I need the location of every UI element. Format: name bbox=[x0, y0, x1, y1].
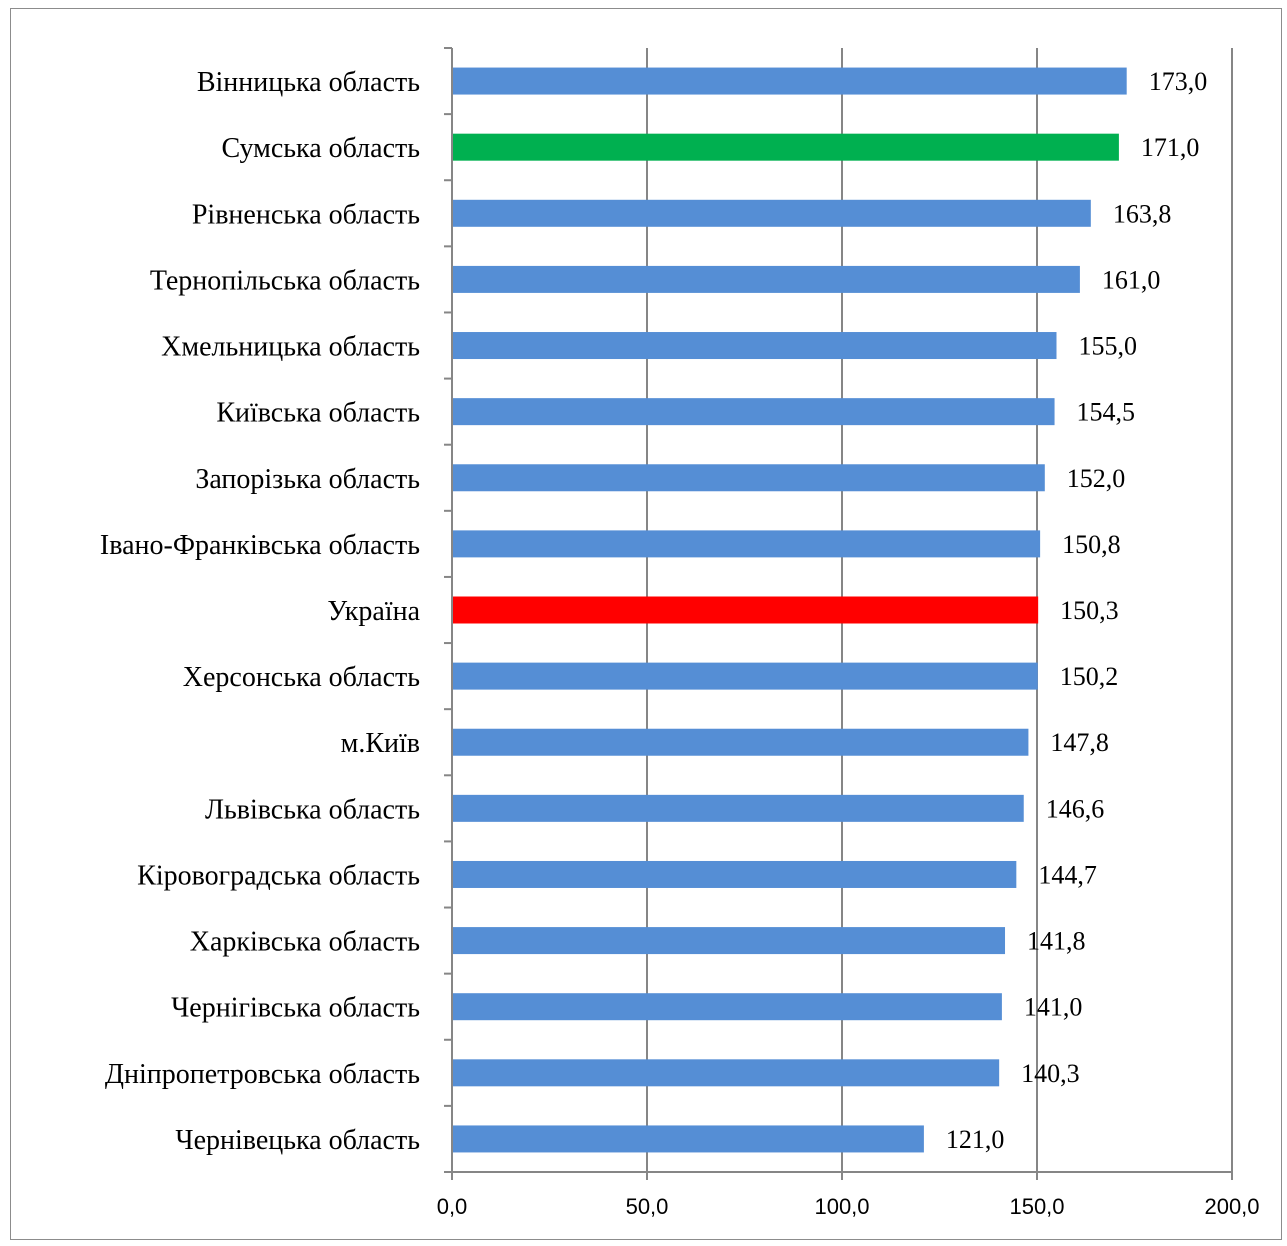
category-label: Рівненська область bbox=[192, 199, 420, 230]
bar bbox=[452, 332, 1057, 360]
category-label: Херсонська область bbox=[183, 662, 420, 693]
bar bbox=[452, 133, 1119, 161]
bar bbox=[452, 1059, 1000, 1087]
category-label: Вінницька область bbox=[197, 67, 420, 98]
value-label: 161,0 bbox=[1102, 265, 1161, 294]
category-label: Кіровоградська область bbox=[137, 860, 420, 891]
x-tick-label: 0,0 bbox=[437, 1194, 468, 1219]
bars bbox=[452, 67, 1127, 1153]
category-label: Сумська область bbox=[221, 133, 420, 164]
category-label: Чернівецька область bbox=[175, 1125, 420, 1156]
x-tick-label: 50,0 bbox=[626, 1194, 669, 1219]
value-label: 150,2 bbox=[1060, 662, 1119, 691]
category-label: Запорізька область bbox=[195, 464, 420, 495]
category-label: Чернігівська область bbox=[171, 993, 420, 1024]
bar bbox=[452, 596, 1039, 624]
x-tick-label: 100,0 bbox=[814, 1194, 869, 1219]
category-label: Україна bbox=[327, 596, 420, 627]
value-label: 150,3 bbox=[1060, 596, 1119, 625]
bar bbox=[452, 993, 1002, 1021]
value-label: 163,8 bbox=[1113, 199, 1172, 228]
category-label: Львівська область bbox=[205, 794, 420, 825]
bar bbox=[452, 794, 1024, 822]
value-label: 141,0 bbox=[1024, 993, 1083, 1022]
value-label: 152,0 bbox=[1067, 464, 1126, 493]
axes bbox=[444, 47, 1233, 1180]
category-label: Тернопільська область bbox=[150, 265, 420, 296]
value-label: 155,0 bbox=[1079, 332, 1138, 361]
bar bbox=[452, 398, 1055, 426]
bar bbox=[452, 728, 1029, 756]
value-label: 144,7 bbox=[1038, 860, 1097, 889]
value-label: 150,8 bbox=[1062, 530, 1121, 559]
bar bbox=[452, 662, 1038, 690]
bar bbox=[452, 860, 1017, 888]
value-label: 121,0 bbox=[946, 1125, 1005, 1154]
bar bbox=[452, 199, 1091, 227]
bar bbox=[452, 67, 1127, 95]
category-label: Київська область bbox=[216, 398, 420, 429]
category-label: Дніпропетровська область bbox=[105, 1059, 420, 1090]
x-tick-label: 150,0 bbox=[1009, 1194, 1064, 1219]
bar bbox=[452, 265, 1080, 293]
category-label: м.Київ bbox=[341, 728, 420, 759]
value-label: 141,8 bbox=[1027, 927, 1086, 956]
value-label: 154,5 bbox=[1077, 398, 1136, 427]
value-label: 146,6 bbox=[1046, 794, 1105, 823]
value-label: 147,8 bbox=[1050, 728, 1109, 757]
value-label: 173,0 bbox=[1149, 67, 1208, 96]
value-label: 171,0 bbox=[1141, 133, 1200, 162]
x-tick-label: 200,0 bbox=[1204, 1194, 1259, 1219]
category-label: Харківська область bbox=[190, 927, 420, 958]
bar bbox=[452, 1125, 924, 1153]
bar bbox=[452, 927, 1006, 955]
value-label: 140,3 bbox=[1021, 1059, 1079, 1088]
category-label: Івано-Франківська область bbox=[100, 530, 420, 561]
category-label: Хмельницька область bbox=[161, 332, 420, 363]
labels: Вінницька область 173,0 Сумська область 171… bbox=[100, 67, 1260, 1219]
bar bbox=[452, 464, 1045, 492]
bar bbox=[452, 530, 1041, 558]
